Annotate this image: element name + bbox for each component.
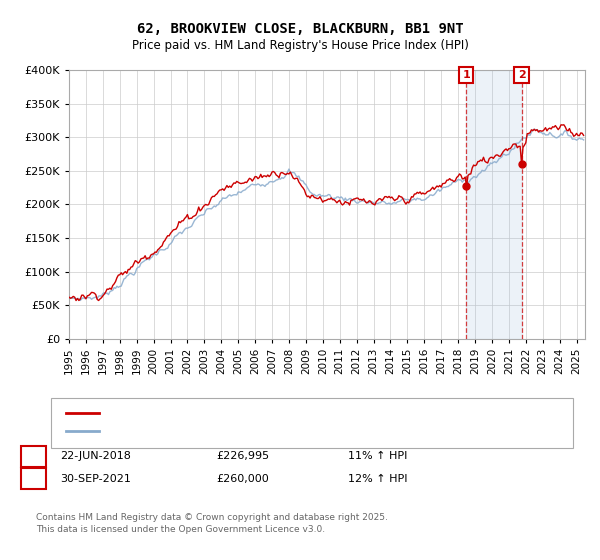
Text: 2: 2: [30, 474, 37, 484]
HPI: Average price, detached house, Blackburn with Darwen: (2.03e+03, 2.96e+05): Average price, detached house, Blackburn…: [580, 137, 587, 143]
HPI: Average price, detached house, Blackburn with Darwen: (2e+03, 5.7e+04): Average price, detached house, Blackburn…: [77, 297, 84, 304]
Text: HPI: Average price, detached house, Blackburn with Darwen: HPI: Average price, detached house, Blac…: [105, 426, 419, 436]
Text: 12% ↑ HPI: 12% ↑ HPI: [348, 474, 407, 484]
HPI: Average price, detached house, Blackburn with Darwen: (2e+03, 1.27e+05): Average price, detached house, Blackburn…: [154, 250, 161, 257]
HPI: Average price, detached house, Blackburn with Darwen: (2e+03, 7.83e+04): Average price, detached house, Blackburn…: [118, 283, 125, 290]
62, BROOKVIEW CLOSE, BLACKBURN, BB1 9NT (detached house): [118, 269, 125, 276]
Text: 1: 1: [462, 70, 470, 80]
62, BROOKVIEW CLOSE, BLACKBURN, BB1 9NT (detached house): [154, 246, 161, 253]
Text: 62, BROOKVIEW CLOSE, BLACKBURN, BB1 9NT (detached house): 62, BROOKVIEW CLOSE, BLACKBURN, BB1 9NT …: [105, 408, 443, 418]
Text: Contains HM Land Registry data © Crown copyright and database right 2025.
This d: Contains HM Land Registry data © Crown c…: [36, 513, 388, 534]
HPI: Average price, detached house, Blackburn with Darwen: (2e+03, 5.8e+04): Average price, detached house, Blackburn…: [65, 296, 73, 303]
HPI: Average price, detached house, Blackburn with Darwen: (2.02e+03, 3.12e+05): Average price, detached house, Blackburn…: [530, 126, 538, 133]
62, BROOKVIEW CLOSE, BLACKBURN, BB1 9NT (detached house): [173, 226, 180, 232]
Text: £260,000: £260,000: [216, 474, 269, 484]
62, BROOKVIEW CLOSE, BLACKBURN, BB1 9NT (detached house): [560, 122, 568, 128]
62, BROOKVIEW CLOSE, BLACKBURN, BB1 9NT (detached house): [65, 294, 73, 301]
Text: 62, BROOKVIEW CLOSE, BLACKBURN, BB1 9NT: 62, BROOKVIEW CLOSE, BLACKBURN, BB1 9NT: [137, 22, 463, 36]
Bar: [466, 70, 521, 339]
HPI: Average price, detached house, Blackburn with Darwen: (2.01e+03, 2.07e+05): Average price, detached house, Blackburn…: [344, 197, 352, 203]
62, BROOKVIEW CLOSE, BLACKBURN, BB1 9NT (detached house): [73, 297, 80, 304]
Text: £226,995: £226,995: [216, 451, 269, 461]
Text: 2: 2: [518, 70, 526, 80]
Line: 62, BROOKVIEW CLOSE, BLACKBURN, BB1 9NT (detached house): 62, BROOKVIEW CLOSE, BLACKBURN, BB1 9NT …: [69, 125, 584, 301]
Text: Price paid vs. HM Land Registry's House Price Index (HPI): Price paid vs. HM Land Registry's House …: [131, 39, 469, 52]
Text: 30-SEP-2021: 30-SEP-2021: [60, 474, 131, 484]
HPI: Average price, detached house, Blackburn with Darwen: (2e+03, 1.53e+05): Average price, detached house, Blackburn…: [173, 232, 180, 239]
Text: 22-JUN-2018: 22-JUN-2018: [60, 451, 131, 461]
62, BROOKVIEW CLOSE, BLACKBURN, BB1 9NT (detached house): [448, 177, 455, 184]
Text: 1: 1: [30, 451, 37, 461]
62, BROOKVIEW CLOSE, BLACKBURN, BB1 9NT (detached house): [419, 190, 427, 197]
62, BROOKVIEW CLOSE, BLACKBURN, BB1 9NT (detached house): [344, 199, 352, 206]
HPI: Average price, detached house, Blackburn with Darwen: (2.02e+03, 2.06e+05): Average price, detached house, Blackburn…: [419, 197, 427, 203]
Line: HPI: Average price, detached house, Blackburn with Darwen: HPI: Average price, detached house, Blac…: [69, 129, 584, 301]
62, BROOKVIEW CLOSE, BLACKBURN, BB1 9NT (detached house): [580, 132, 587, 139]
HPI: Average price, detached house, Blackburn with Darwen: (2.02e+03, 2.29e+05): Average price, detached house, Blackburn…: [448, 181, 455, 188]
Text: 11% ↑ HPI: 11% ↑ HPI: [348, 451, 407, 461]
